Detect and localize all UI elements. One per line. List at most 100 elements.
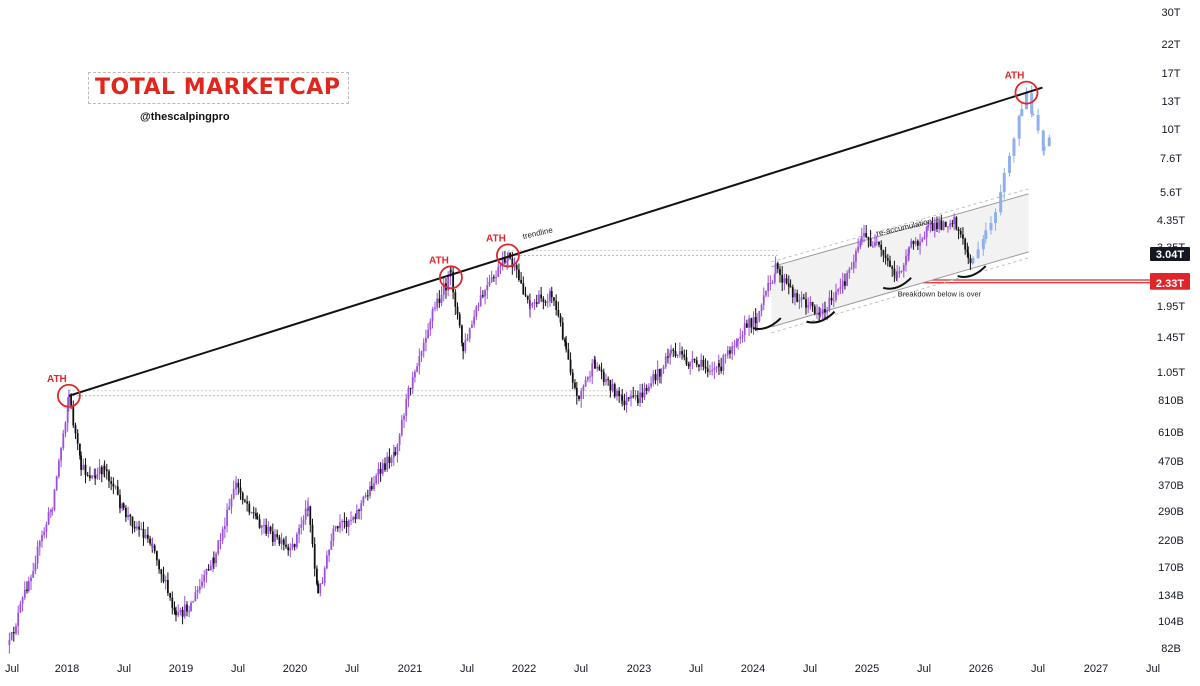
candle <box>144 534 147 538</box>
candle <box>336 526 339 529</box>
candle <box>175 610 177 616</box>
candle <box>298 527 300 535</box>
candle <box>855 251 857 262</box>
candle <box>226 509 228 526</box>
candle <box>670 349 672 354</box>
projection-candle <box>1002 172 1006 193</box>
price-badge <box>1150 246 1190 261</box>
candle <box>923 237 926 240</box>
x-tick-label: 2025 <box>855 663 879 675</box>
candle <box>636 398 639 403</box>
candle <box>645 387 648 392</box>
candle <box>538 294 540 304</box>
candle <box>700 359 703 367</box>
candle <box>630 395 632 399</box>
candle <box>438 298 441 303</box>
candle <box>765 291 767 296</box>
x-tick-label: 2023 <box>627 663 651 675</box>
x-tick-label: Jul <box>1146 663 1160 675</box>
candle <box>488 281 491 285</box>
candle <box>574 382 576 388</box>
candle <box>609 379 612 391</box>
candle <box>62 433 65 448</box>
candle <box>486 284 489 291</box>
candle <box>669 353 672 358</box>
candle <box>449 270 452 277</box>
candle <box>411 377 414 389</box>
candle <box>23 589 26 598</box>
candle <box>362 496 365 504</box>
candle <box>47 511 50 525</box>
candle <box>605 378 607 382</box>
candle <box>196 590 199 593</box>
candle <box>702 359 705 367</box>
candle <box>339 522 341 529</box>
candle <box>652 374 655 384</box>
projection-candle <box>1041 130 1045 151</box>
candle <box>110 481 113 484</box>
candle <box>771 282 774 284</box>
candle <box>21 597 24 604</box>
candle <box>929 222 932 225</box>
candle <box>164 580 167 582</box>
candle <box>689 362 692 367</box>
candle <box>377 468 380 476</box>
candle <box>938 220 941 230</box>
candle <box>119 494 121 509</box>
candle <box>531 303 534 306</box>
candle <box>364 495 367 497</box>
candle <box>791 287 794 298</box>
candle <box>32 570 35 578</box>
candle <box>739 336 742 339</box>
y-tick-label: 30T <box>1162 7 1181 19</box>
candle <box>375 475 378 484</box>
candle <box>575 387 578 396</box>
candle <box>654 374 657 381</box>
candle <box>598 366 601 370</box>
x-tick-label: 2021 <box>398 663 422 675</box>
candle <box>921 239 924 242</box>
candle <box>586 376 589 380</box>
candle <box>582 386 585 391</box>
candle <box>311 524 314 544</box>
candle <box>889 260 891 267</box>
candle <box>350 519 352 521</box>
x-tick-label: Jul <box>803 663 817 675</box>
x-tick-label: 2022 <box>512 663 536 675</box>
candle <box>949 223 952 227</box>
candle <box>871 245 874 247</box>
candle <box>332 528 335 541</box>
candle <box>809 301 812 306</box>
candle <box>794 293 796 298</box>
channel-upper-line <box>771 193 1029 268</box>
candle <box>553 297 555 301</box>
candle <box>867 237 870 239</box>
candle <box>471 324 473 328</box>
candle <box>12 632 15 634</box>
ath-circle <box>496 243 520 268</box>
candle <box>713 368 716 371</box>
candle <box>685 357 688 365</box>
candle <box>720 366 723 371</box>
candle <box>64 422 67 434</box>
candle <box>511 258 514 268</box>
candle <box>235 482 238 488</box>
candle <box>748 318 750 328</box>
y-tick-label: 810B <box>1158 395 1184 407</box>
x-tick-label: 2020 <box>283 663 307 675</box>
candle <box>540 294 543 299</box>
candle <box>940 220 943 230</box>
candle <box>244 500 246 502</box>
candle <box>616 390 618 397</box>
candle <box>370 485 373 490</box>
candle <box>352 517 355 520</box>
candle <box>140 528 143 530</box>
trendline-label: trendline <box>522 225 554 241</box>
candle <box>205 569 208 576</box>
candle <box>875 241 878 243</box>
candle <box>384 463 386 470</box>
candle <box>953 217 956 224</box>
candle <box>269 526 272 532</box>
candle <box>192 601 195 603</box>
candle <box>506 261 508 263</box>
